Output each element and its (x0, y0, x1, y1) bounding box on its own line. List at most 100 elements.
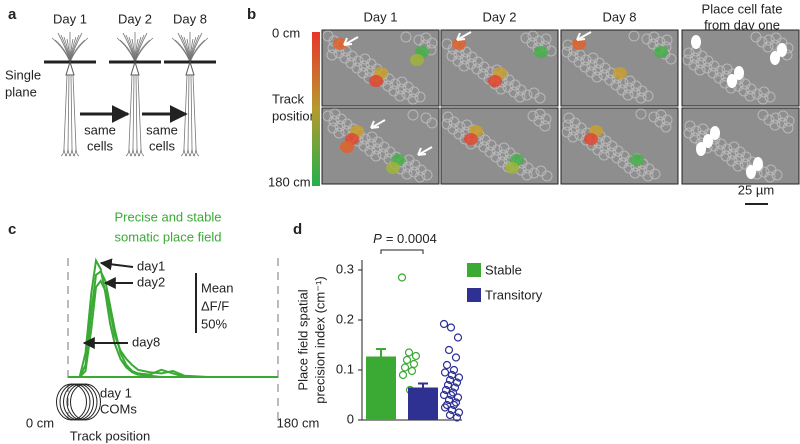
fate-title: Place cell fate (702, 1, 783, 16)
trace (68, 279, 278, 378)
cell-texture (426, 117, 438, 129)
data-point (449, 400, 459, 410)
place-cell (696, 142, 706, 156)
cell (464, 133, 478, 145)
data-point (446, 390, 456, 400)
cell-texture (541, 170, 553, 182)
cell-texture (757, 93, 769, 105)
marker-arrow (576, 31, 592, 41)
legend-swatch (467, 263, 481, 277)
track-bottom: 180 cm (268, 174, 311, 189)
data-point (442, 360, 452, 370)
chart-title: somatic place field (115, 229, 222, 244)
data-point (447, 405, 457, 415)
place-cell (734, 66, 744, 80)
annotation-arrow (99, 258, 134, 271)
coms-label: COMs (100, 401, 137, 416)
data-point (411, 351, 421, 361)
axon (125, 74, 133, 157)
com-circle (70, 383, 101, 421)
x-tick-label: 0 cm (26, 415, 54, 430)
place-cell (727, 74, 737, 88)
marker-arrow (370, 119, 386, 129)
cell-texture (407, 109, 419, 121)
trace (68, 257, 278, 378)
cell (505, 162, 519, 174)
track-label: Track (272, 91, 305, 106)
data-point (440, 368, 450, 377)
y-axis-label: Place field spatial (295, 289, 310, 390)
data-point (454, 373, 464, 382)
column-label: Day 8 (603, 9, 637, 24)
cell-texture (521, 169, 533, 181)
dendrite (189, 37, 209, 63)
soma (130, 60, 140, 76)
cell (340, 141, 354, 153)
bar (366, 356, 396, 420)
cell-texture (771, 169, 783, 181)
data-point (400, 363, 410, 372)
cell-texture (540, 33, 552, 45)
place-cell (777, 43, 787, 57)
cell-texture (649, 168, 661, 180)
scale-bar-title: Mean (201, 280, 234, 295)
data-point (445, 375, 455, 385)
cell-texture (782, 122, 794, 134)
arrow-label: same (146, 122, 178, 137)
scale-bar-label: 25 µm (738, 182, 774, 197)
cell (534, 46, 548, 58)
cell-texture (521, 89, 533, 101)
data-point (441, 385, 451, 395)
data-point (398, 370, 408, 380)
cell (654, 46, 668, 58)
data-point (451, 353, 461, 362)
legend-swatch (467, 288, 481, 302)
cell (386, 162, 400, 174)
cell-texture (333, 127, 345, 139)
data-point (409, 359, 419, 369)
cell-texture (407, 93, 419, 105)
data-point (397, 273, 407, 282)
data-point (439, 319, 449, 329)
cell (572, 38, 586, 50)
dendrite (69, 37, 89, 63)
marker-arrow (417, 146, 433, 156)
cell-texture (762, 41, 774, 53)
marker-arrow (456, 31, 472, 41)
scale-bar-title: ΔF/F (201, 298, 229, 313)
cell-texture (567, 131, 579, 143)
cell (613, 67, 627, 79)
cell-texture (769, 119, 781, 131)
track-top: 0 cm (272, 25, 300, 40)
cell (488, 75, 502, 87)
axon (180, 74, 188, 157)
cell (452, 38, 466, 50)
data-point (453, 393, 463, 402)
y-axis-label: precision index (cm⁻¹) (312, 276, 327, 404)
axon (133, 74, 141, 157)
cell-texture (629, 167, 641, 179)
cell-texture (400, 31, 412, 43)
data-point (440, 403, 450, 412)
significance-bracket (380, 249, 424, 254)
column-label: Day 2 (483, 9, 517, 24)
data-point (449, 365, 459, 375)
cell-texture (414, 171, 426, 183)
y-tick-label: 0 (347, 411, 354, 426)
axon (184, 74, 192, 157)
cell-texture (628, 30, 640, 42)
track-label: position (272, 108, 317, 123)
data-point (446, 323, 456, 332)
trace (68, 269, 278, 378)
marker-arrow (343, 36, 359, 46)
cell-texture (661, 114, 673, 126)
cell-texture (764, 91, 776, 103)
p-text: = 0.0004 (386, 231, 437, 246)
panel-label: b (247, 6, 256, 23)
data-point (402, 355, 412, 365)
p-value: P = 0.0004 (373, 231, 437, 246)
cell-texture (744, 90, 756, 102)
cell-texture (401, 168, 413, 180)
y-tick-label: 0.3 (336, 261, 354, 276)
axon (137, 74, 145, 157)
